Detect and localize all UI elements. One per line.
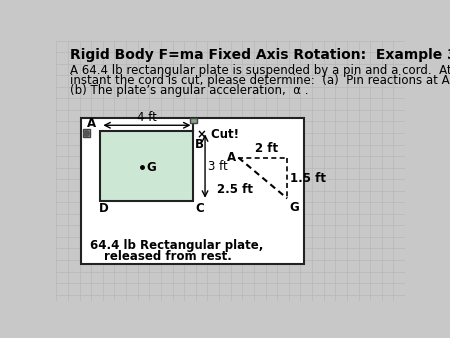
Text: 2 ft: 2 ft	[255, 142, 278, 154]
Text: B: B	[195, 138, 204, 151]
Text: A: A	[87, 117, 97, 130]
Text: A 64.4 lb rectangular plate is suspended by a pin and a cord.  At the: A 64.4 lb rectangular plate is suspended…	[70, 64, 450, 77]
Text: × Cut!: × Cut!	[197, 128, 239, 141]
Bar	[81, 118, 304, 264]
Text: G: G	[289, 201, 299, 214]
Text: 3 ft: 3 ft	[208, 160, 228, 173]
Text: G: G	[146, 161, 156, 174]
Text: A: A	[227, 151, 236, 164]
Bar	[100, 131, 194, 201]
Text: D: D	[99, 202, 108, 215]
Text: 1.5 ft: 1.5 ft	[290, 171, 326, 185]
Text: Rigid Body F=ma Fixed Axis Rotation:  Example 3: Rigid Body F=ma Fixed Axis Rotation: Exa…	[70, 48, 450, 62]
Text: 2.5 ft: 2.5 ft	[217, 183, 253, 196]
Text: instant the cord is cut, please determine:  (a)  Pin reactions at A;: instant the cord is cut, please determin…	[70, 74, 450, 87]
Text: 64.4 lb Rectangular plate,: 64.4 lb Rectangular plate,	[90, 239, 264, 252]
Text: C: C	[195, 202, 204, 215]
Bar	[189, 118, 197, 123]
Bar	[83, 129, 90, 137]
Text: released from rest.: released from rest.	[104, 250, 232, 263]
Text: (b) The plate’s angular acceleration,  α .: (b) The plate’s angular acceleration, α …	[70, 84, 309, 97]
Text: 4 ft: 4 ft	[137, 111, 157, 124]
